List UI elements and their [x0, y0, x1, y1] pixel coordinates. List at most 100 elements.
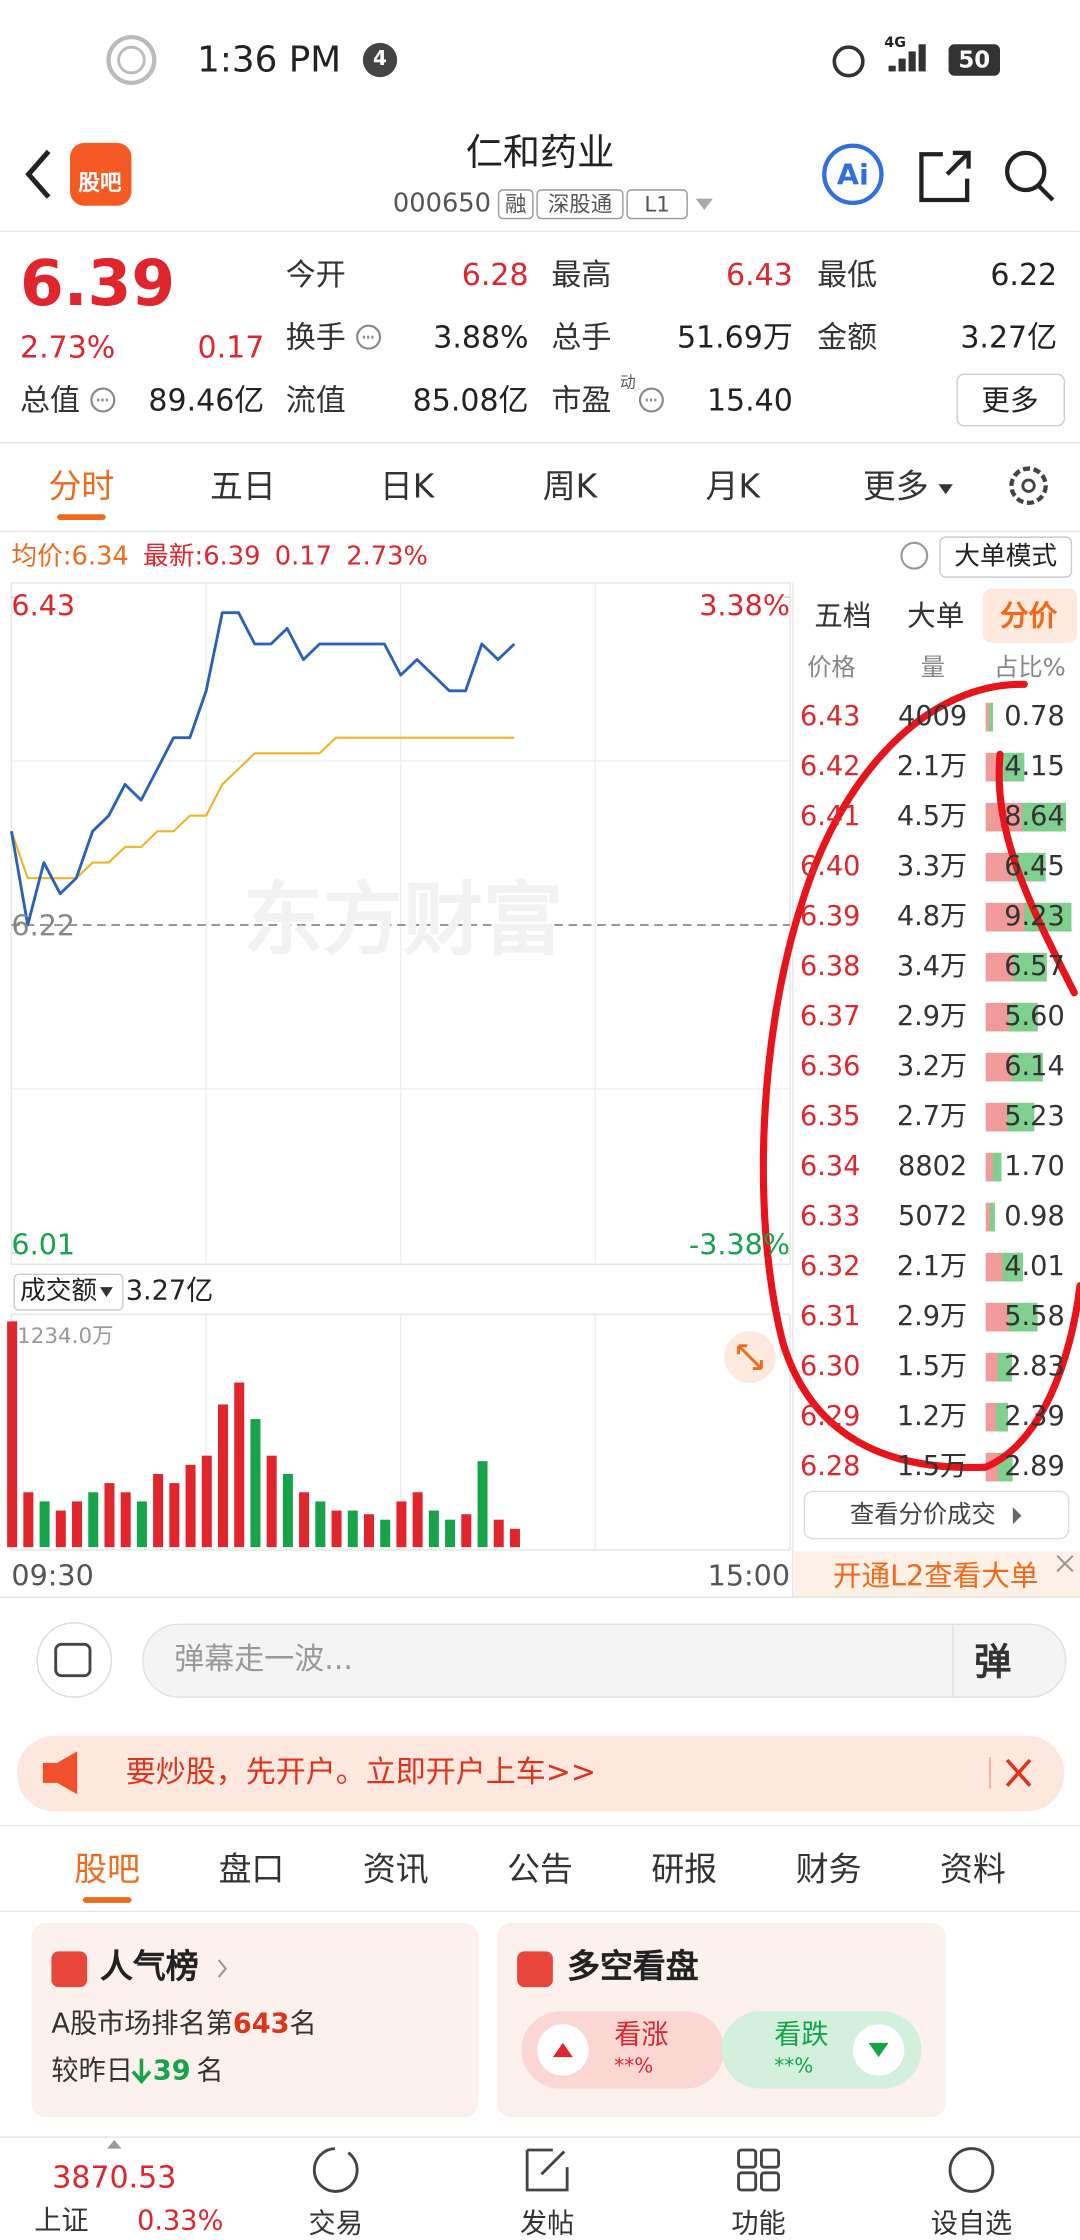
x-tick-label: 09:30 — [11, 1558, 94, 1593]
content-tab[interactable]: 研报 — [651, 1851, 718, 1889]
ai-button[interactable]: Ai — [836, 157, 869, 192]
detail-button[interactable]: 查看分价成交 — [849, 1501, 996, 1530]
logo-bg — [69, 142, 132, 206]
info-change-percent: 2.73% — [346, 541, 428, 572]
battery-level: 50 — [958, 46, 991, 74]
volume-bar — [282, 1473, 293, 1548]
price-line — [10, 611, 516, 927]
content-tab[interactable]: 股吧 — [74, 1851, 140, 1889]
content-tab[interactable]: 公告 — [507, 1851, 573, 1889]
level-volume: 2.1万 — [896, 750, 968, 783]
period-tab[interactable]: 月K — [705, 468, 761, 507]
period-tab[interactable]: 五日 — [209, 468, 276, 507]
change: 0.17 — [197, 330, 265, 365]
settings-icon — [1021, 478, 1036, 493]
nav-item[interactable]: 设自选 — [930, 2208, 1013, 2240]
period-tab[interactable]: 更多 — [862, 468, 929, 507]
comment-input[interactable]: 弹幕走一波... — [174, 1642, 353, 1677]
annotation-circle — [759, 680, 1080, 1472]
volume-tick-label: 1234.0万 — [17, 1322, 114, 1349]
nav-icon — [759, 2171, 780, 2192]
info-change: 0.17 — [274, 541, 332, 572]
pe-superscript: 动 — [619, 373, 636, 393]
more-button[interactable]: 更多 — [981, 382, 1039, 418]
period-tab[interactable]: 周K — [542, 468, 598, 507]
bull-value: **% — [614, 2055, 654, 2079]
volume-bar — [347, 1510, 358, 1548]
content-tab[interactable]: 资讯 — [362, 1851, 429, 1889]
status-time: 1:36 PM — [197, 38, 342, 80]
dropdown-icon — [695, 198, 713, 210]
arrow-icon — [1012, 1507, 1022, 1525]
level-price: 6.37 — [799, 1000, 861, 1033]
order-book-tab[interactable]: 分价 — [999, 598, 1058, 633]
info-average-label: 均价: — [11, 541, 72, 572]
rank-rank: 643 — [232, 2008, 290, 2040]
l2-promo[interactable]: 开通L2查看大单 — [832, 1558, 1039, 1593]
change-prefix: 较昨日 — [51, 2055, 133, 2087]
level-percent: 5.23 — [1004, 1100, 1065, 1133]
level-volume: 4.5万 — [896, 800, 968, 833]
period-tab[interactable]: 日K — [379, 468, 435, 507]
level-volume: 1.5万 — [896, 1350, 968, 1383]
share-bar-sell — [1007, 1102, 1035, 1132]
network-type: 4G — [884, 35, 906, 52]
bear-label[interactable]: 看跌 — [774, 2019, 829, 2051]
nav-item[interactable]: 交易 — [308, 2208, 363, 2240]
level-price: 6.39 — [799, 900, 861, 933]
content-tab[interactable]: 资料 — [939, 1851, 1006, 1889]
order-book-tab[interactable]: 大单 — [907, 598, 965, 633]
bull-label[interactable]: 看涨 — [614, 2019, 669, 2051]
period-tab[interactable]: 分时 — [48, 468, 115, 507]
content-tab[interactable]: 盘口 — [218, 1851, 285, 1889]
nav-item[interactable]: 发帖 — [519, 2208, 575, 2240]
level-percent: 2.83 — [1004, 1350, 1065, 1383]
stat-label: 最高 — [551, 257, 612, 293]
nav-item[interactable]: 功能 — [731, 2208, 786, 2240]
level-price: 6.42 — [799, 750, 861, 783]
content-tab[interactable]: 财务 — [795, 1851, 862, 1889]
y-tick-label: 6.43 — [11, 588, 76, 623]
stat-label: 市盈 — [551, 383, 612, 418]
volume-bar — [509, 1528, 520, 1548]
detail-button-border — [803, 1490, 1070, 1540]
volume-bar — [445, 1519, 456, 1548]
info-average: 6.34 — [71, 541, 129, 572]
info-latest-label: 最新: — [143, 541, 204, 572]
level-price: 6.38 — [799, 950, 861, 983]
mode-button[interactable]: 大单模式 — [954, 541, 1058, 572]
volume-bar — [72, 1501, 83, 1548]
order-book-tab[interactable]: 五档 — [814, 598, 872, 633]
signal-bar — [888, 65, 896, 72]
level-volume: 2.1万 — [896, 1250, 968, 1283]
volume-bar — [412, 1492, 423, 1548]
share-bar-sell — [988, 702, 993, 732]
signal-bar — [908, 51, 916, 72]
bull-icon — [552, 2042, 573, 2058]
column-header: 价格 — [807, 654, 856, 683]
dropdown-icon — [99, 1287, 113, 1298]
info-icon — [638, 387, 664, 413]
bear-value: **% — [774, 2055, 814, 2079]
nav-icon — [948, 2147, 995, 2193]
level-price: 6.40 — [799, 850, 861, 883]
rank-icon — [51, 1951, 88, 1988]
level-volume: 3.3万 — [896, 850, 968, 883]
index-name: 上证 — [34, 2205, 89, 2237]
level-percent: 5.58 — [1004, 1300, 1065, 1333]
share-bar-sell — [989, 1202, 995, 1232]
more-button-border — [956, 373, 1065, 427]
volume-bar — [315, 1501, 326, 1548]
volume-bar — [250, 1419, 261, 1548]
info-latest: 6.39 — [203, 541, 261, 572]
level-percent: 4.01 — [1004, 1250, 1065, 1283]
banner-text[interactable]: 要炒股，先开户。立即开户上车>> — [125, 1754, 597, 1790]
alarm-icon — [832, 45, 865, 78]
level-price: 6.29 — [799, 1400, 861, 1433]
badge: 融 — [504, 191, 527, 218]
stat-label: 总值 — [19, 383, 80, 418]
nav-icon — [737, 2171, 758, 2192]
average-line — [10, 736, 515, 880]
